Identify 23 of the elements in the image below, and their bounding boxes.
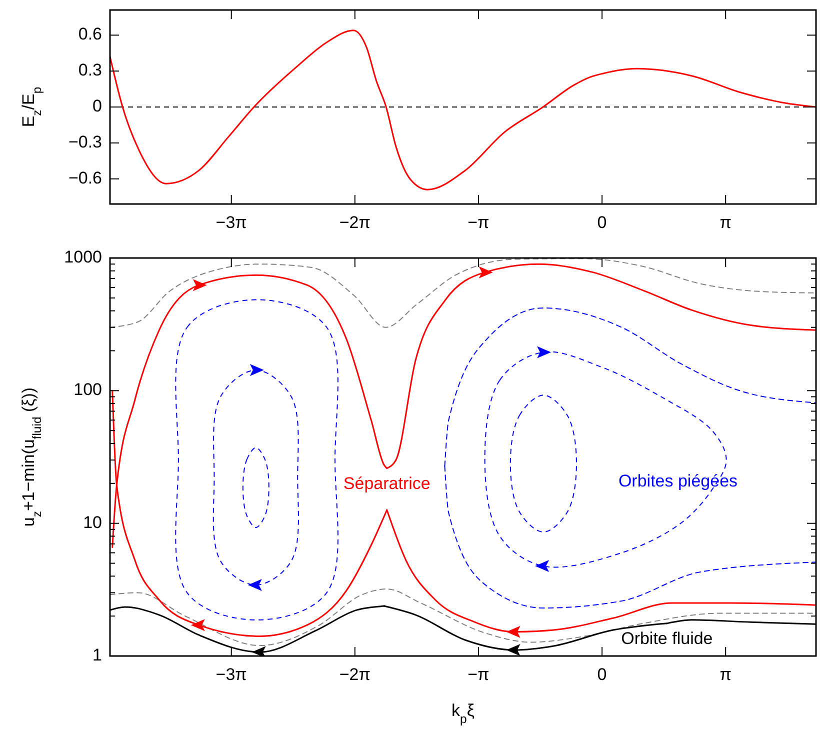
y-tick-label: 0.6	[78, 24, 102, 44]
y-tick-label: −0.6	[68, 168, 102, 188]
x-tick-label: −2π	[339, 213, 370, 232]
y-tick-label: 0	[92, 96, 102, 116]
x-axis-title: k$_{p}$ξ	[452, 701, 475, 726]
annotation: Orbites piégées	[618, 471, 738, 490]
y-tick-label: 10	[83, 512, 102, 532]
x-tick-label: 0	[597, 665, 607, 684]
y-tick-label: 0.3	[78, 60, 102, 80]
x-tick-label: −π	[468, 213, 490, 232]
x-tick-label: π	[720, 665, 732, 684]
y-tick-label: 1000	[64, 247, 102, 266]
y-tick-label: 1	[92, 645, 102, 664]
series-label: Orbite fluide	[621, 628, 713, 648]
series-label: Séparatrice	[343, 474, 430, 493]
y-tick-label: −0.3	[68, 132, 102, 152]
x-tick-label: −π	[468, 665, 490, 684]
x-tick-label: −3π	[216, 665, 247, 684]
x-tick-label: −3π	[216, 213, 247, 232]
x-tick-label: π	[720, 213, 732, 232]
x-tick-label: −2π	[339, 665, 370, 684]
y-tick-label: 100	[74, 380, 102, 400]
x-tick-label: 0	[597, 213, 607, 232]
